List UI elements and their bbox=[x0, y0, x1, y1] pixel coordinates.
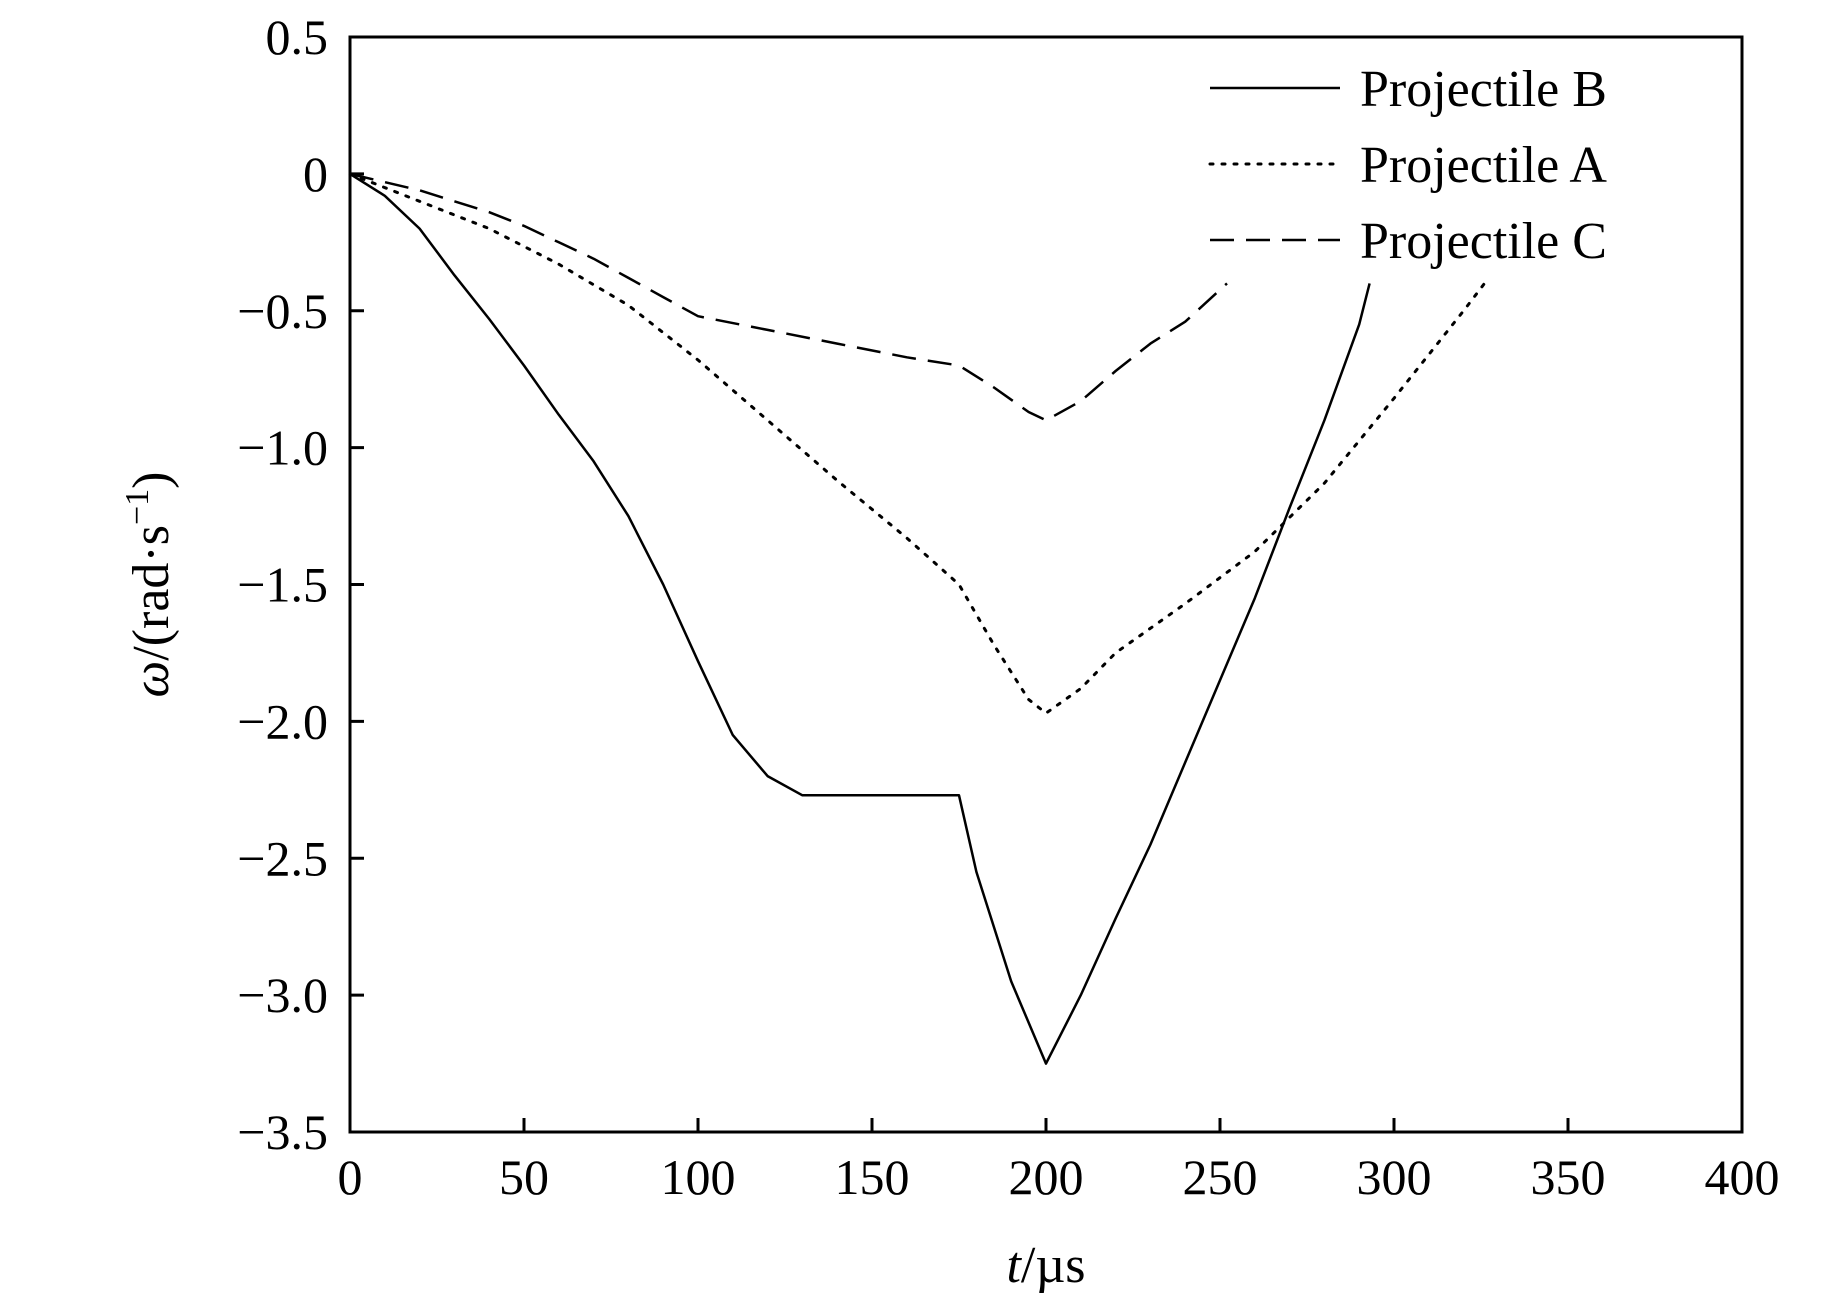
y-tick-label: −1.0 bbox=[237, 420, 328, 476]
x-axis-variable: t bbox=[1006, 1237, 1022, 1294]
legend-label-projectile-c: Projectile C bbox=[1360, 213, 1607, 270]
series-line-projectile-c bbox=[349, 172, 1228, 422]
y-tick-label: −1.5 bbox=[237, 557, 328, 613]
axis-tick-labels: 0 50 100 150 200 250 300 350 400 0.5 0 −0.5 −1.0 −1.5… bbox=[237, 9, 1779, 1205]
y-tick-label: 0.5 bbox=[266, 9, 329, 65]
y-tick-label: −2.5 bbox=[237, 830, 328, 886]
legend-label-projectile-b: Projectile B bbox=[1360, 61, 1607, 118]
y-axis-variable: ω bbox=[123, 661, 180, 698]
y-axis-unit-close: ) bbox=[123, 472, 180, 489]
x-axis-unit: /µs bbox=[1021, 1237, 1086, 1294]
y-axis-unit-exponent: −1 bbox=[119, 489, 156, 525]
y-tick-label: −2.0 bbox=[237, 693, 328, 749]
x-tick-label: 400 bbox=[1705, 1149, 1780, 1205]
axis-ticks bbox=[348, 35, 1744, 1134]
series-line-projectile-a bbox=[348, 172, 1486, 715]
x-tick-label: 250 bbox=[1183, 1149, 1258, 1205]
plot-area-frame bbox=[348, 35, 1744, 1134]
x-tick-label: 300 bbox=[1357, 1149, 1432, 1205]
y-axis-unit: /(rad·s bbox=[123, 525, 180, 661]
x-tick-label: 150 bbox=[835, 1149, 910, 1205]
x-tick-label: 350 bbox=[1531, 1149, 1606, 1205]
y-tick-label: −3.0 bbox=[237, 967, 328, 1023]
x-tick-label: 0 bbox=[338, 1149, 363, 1205]
y-tick-label: 0 bbox=[303, 146, 328, 202]
series-line-projectile-b bbox=[349, 172, 1371, 1065]
y-tick-label: −3.5 bbox=[237, 1104, 328, 1160]
y-axis-title: ω/(rad·s−1) bbox=[119, 472, 180, 698]
x-tick-label: 200 bbox=[1009, 1149, 1084, 1205]
y-tick-label: −0.5 bbox=[237, 283, 328, 339]
x-axis-title: t/µs bbox=[1006, 1237, 1085, 1294]
x-tick-label: 50 bbox=[499, 1149, 549, 1205]
series-group bbox=[348, 172, 1486, 1065]
x-tick-label: 100 bbox=[661, 1149, 736, 1205]
legend: Projectile B Projectile A Projectile C bbox=[1208, 61, 1607, 270]
legend-label-projectile-a: Projectile A bbox=[1360, 137, 1607, 194]
